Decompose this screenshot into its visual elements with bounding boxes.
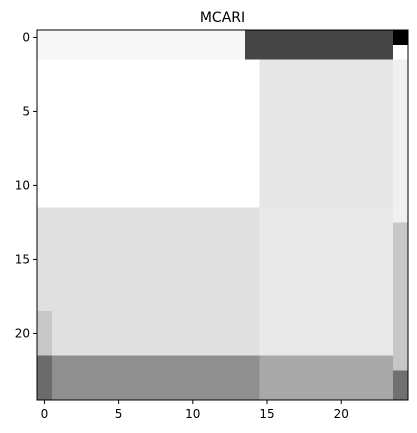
heatmap-cell-region-3 [393, 44, 408, 60]
heatmap-cell-region-0 [37, 30, 245, 60]
heatmap-cell-region-10 [37, 311, 52, 356]
chart-title: MCARI [200, 10, 245, 26]
heatmap-cell-region-2 [393, 30, 408, 45]
x-tick-label: 10 [185, 407, 200, 421]
y-tick-label: 10 [15, 178, 30, 192]
heatmap-cell-region-6 [393, 59, 408, 223]
heatmap-cells [37, 30, 408, 400]
heatmap-cell-region-7 [37, 207, 260, 356]
y-tick-label: 0 [22, 30, 30, 44]
x-tick-label: 15 [259, 407, 274, 421]
plot-frame [36, 29, 409, 401]
heatmap-cell-region-5 [259, 59, 394, 208]
heatmap-cell-region-8 [259, 207, 394, 356]
x-tick-label: 20 [334, 407, 349, 421]
heatmap-cell-region-11 [37, 355, 52, 400]
y-tick-label: 20 [15, 326, 30, 340]
heatmap-cell-region-14 [393, 370, 408, 400]
y-tick-label: 15 [15, 252, 30, 266]
heatmap-cell-region-1 [244, 30, 394, 60]
heatmap-cell-region-9 [393, 222, 408, 371]
x-tick-label: 5 [115, 407, 123, 421]
x-axis: 0 5 10 15 20 [41, 400, 349, 421]
heatmap-cell-region-12 [51, 355, 260, 400]
y-tick-label: 5 [22, 104, 30, 118]
x-tick-label: 0 [41, 407, 49, 421]
heatmap-cell-region-4 [37, 59, 260, 208]
y-axis: 0 5 10 15 20 [15, 30, 37, 340]
heatmap-cell-region-13 [259, 355, 394, 400]
